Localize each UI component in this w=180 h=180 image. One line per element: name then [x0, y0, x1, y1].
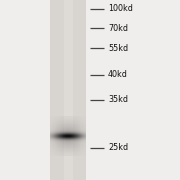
Text: 25kd: 25kd: [108, 143, 128, 152]
Text: 35kd: 35kd: [108, 95, 128, 104]
Text: 100kd: 100kd: [108, 4, 133, 13]
Text: 40kd: 40kd: [108, 70, 128, 79]
Bar: [50, 0, 86, 180]
Bar: [64, 0, 73, 180]
Text: 55kd: 55kd: [108, 44, 128, 53]
Text: 70kd: 70kd: [108, 24, 128, 33]
